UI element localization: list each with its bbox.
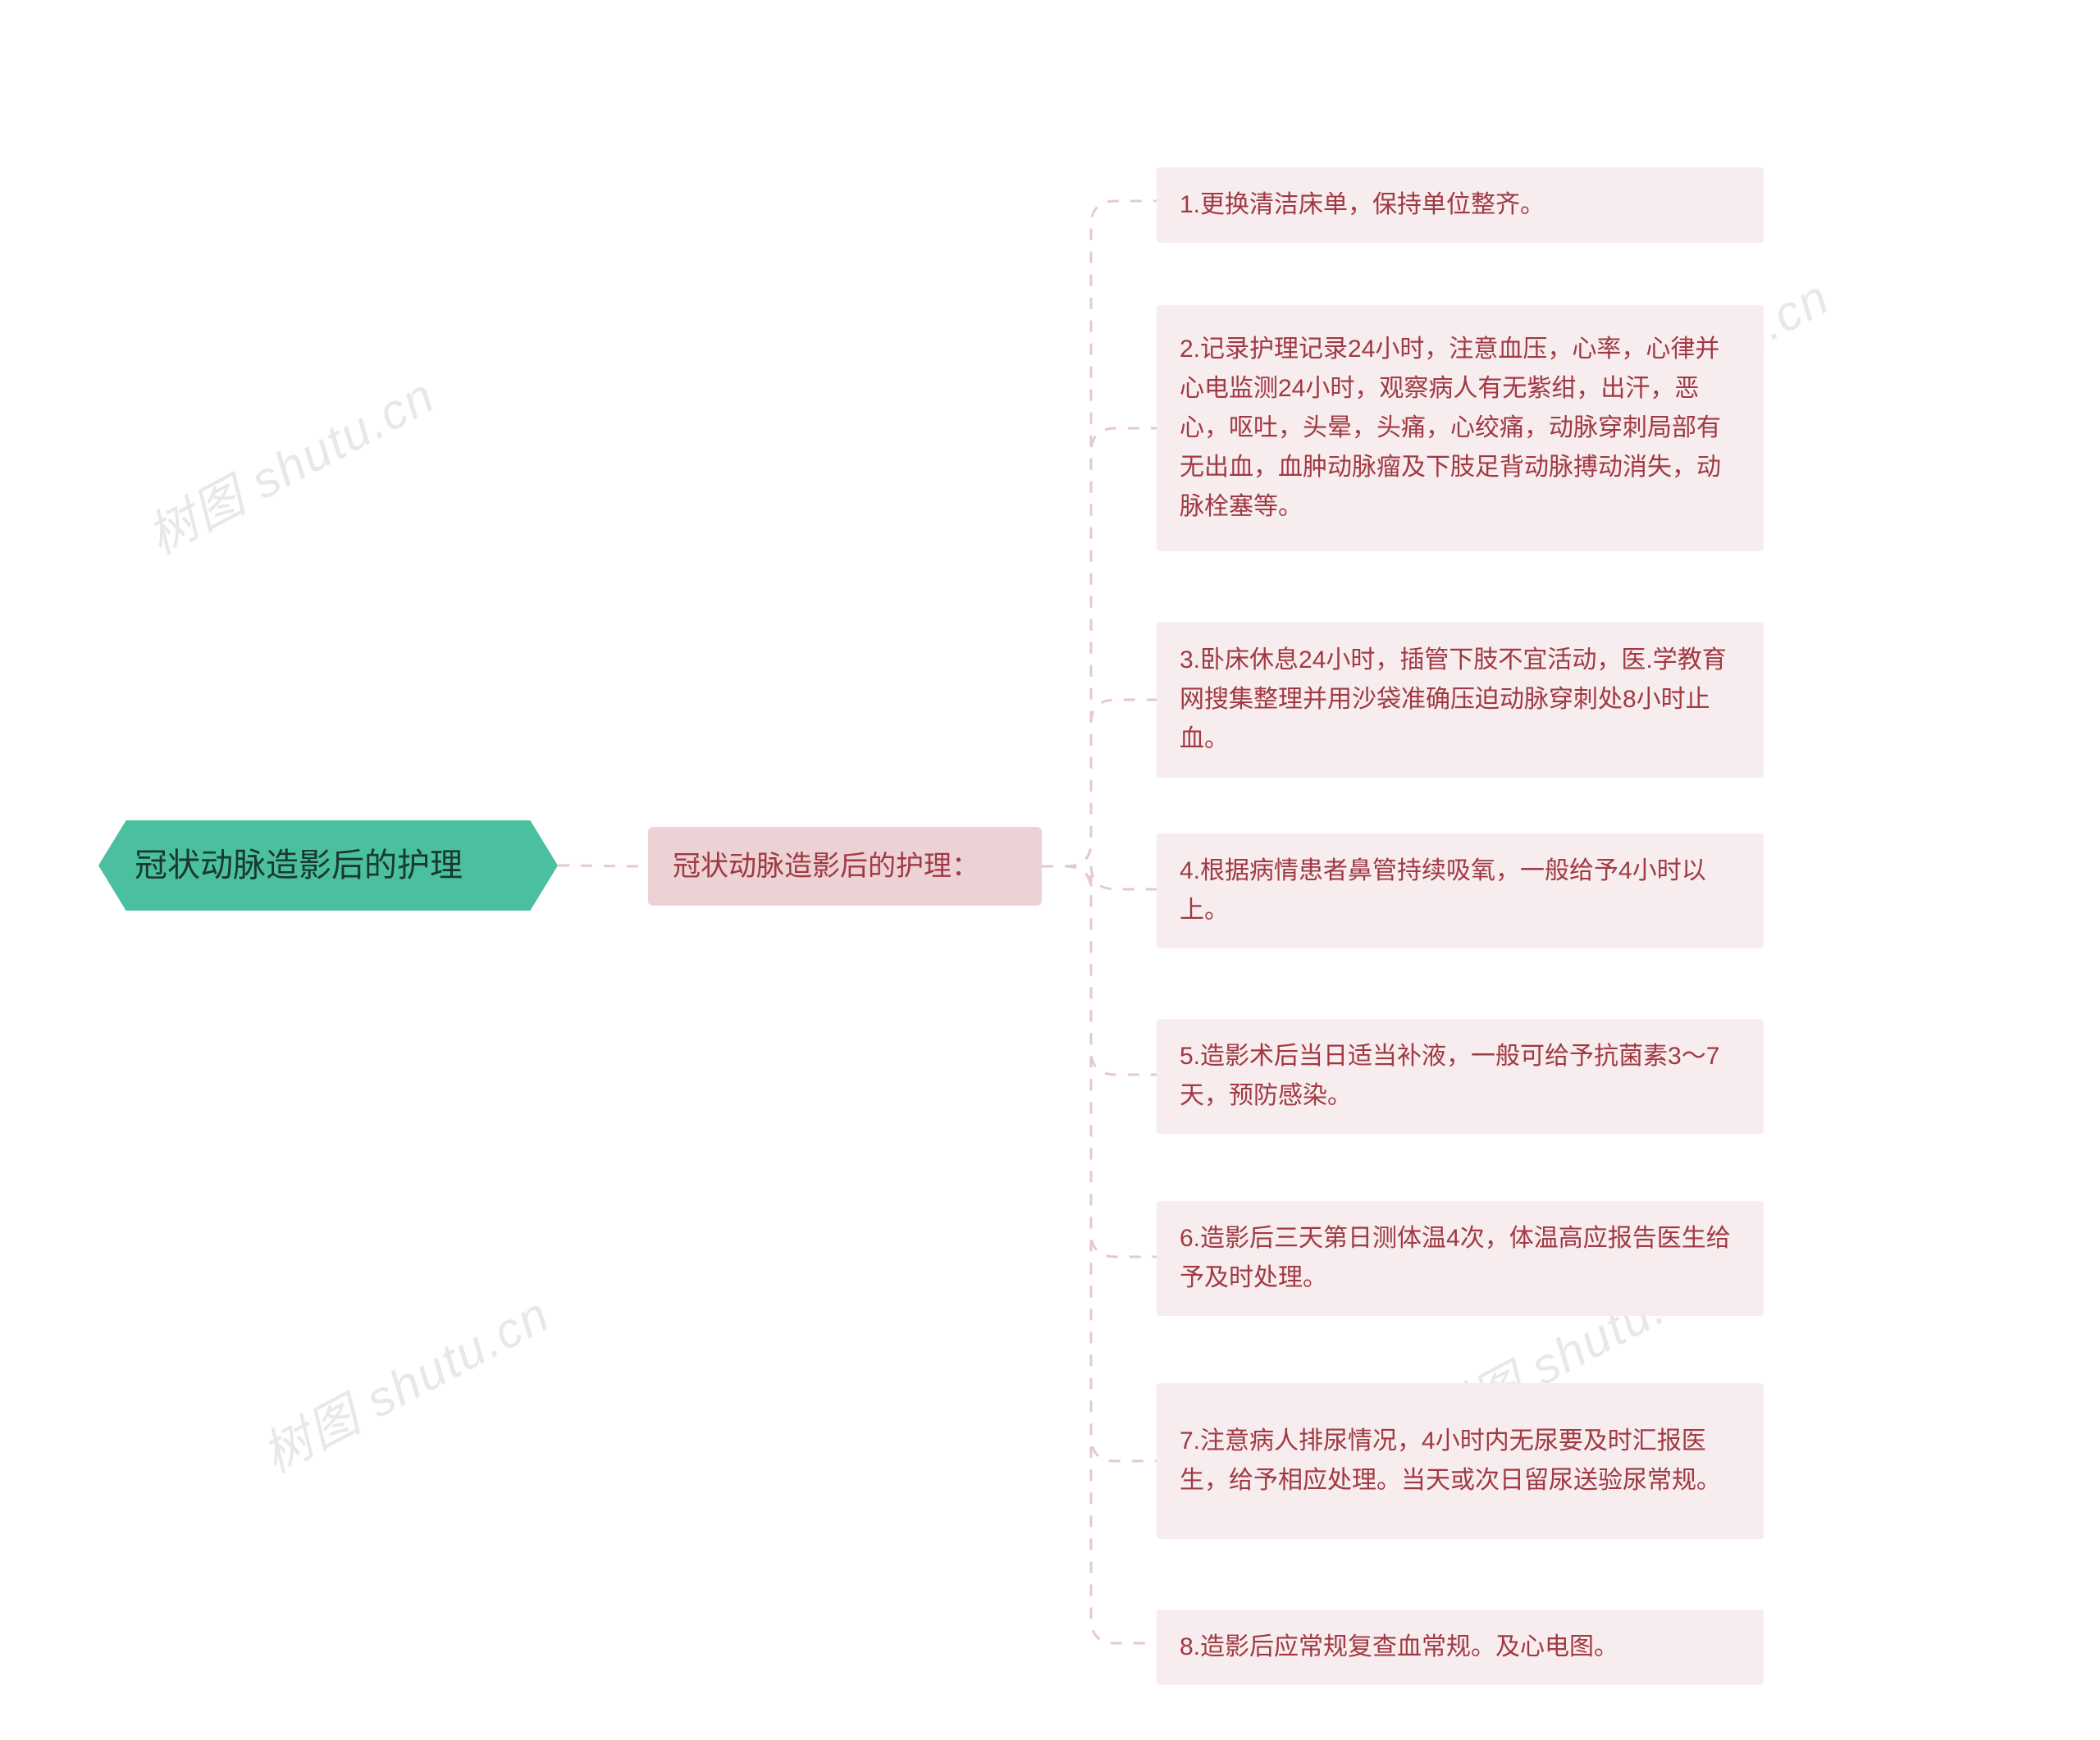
watermark-3: 树图 shutu.cn xyxy=(248,1276,560,1487)
connector-branch-leaf-2 xyxy=(1042,428,1157,866)
leaf-node-2[interactable]: 2.记录护理记录24小时，注意血压，心率，心律并心电监测24小时，观察病人有无紫… xyxy=(1157,305,1764,551)
leaf-label: 5.造影术后当日适当补液，一般可给予抗菌素3～7天，预防感染。 xyxy=(1180,1037,1741,1116)
root-node[interactable]: 冠状动脉造影后的护理 xyxy=(98,820,558,911)
connector-branch-leaf-6 xyxy=(1042,866,1157,1257)
watermark-1: 树图 shutu.cn xyxy=(133,357,445,569)
connector-root-branch xyxy=(558,865,648,866)
leaf-node-1[interactable]: 1.更换清洁床单，保持单位整齐。 xyxy=(1157,167,1764,243)
leaf-label: 2.记录护理记录24小时，注意血压，心率，心律并心电监测24小时，观察病人有无紫… xyxy=(1180,330,1741,527)
root-label: 冠状动脉造影后的护理 xyxy=(135,839,463,892)
connector-branch-leaf-8 xyxy=(1042,866,1157,1643)
connector-branch-leaf-3 xyxy=(1042,700,1157,866)
leaf-node-4[interactable]: 4.根据病情患者鼻管持续吸氧，一般给予4小时以上。 xyxy=(1157,833,1764,948)
connector-branch-leaf-5 xyxy=(1042,866,1157,1075)
leaf-label: 6.造影后三天第日测体温4次，体温高应报告医生给予及时处理。 xyxy=(1180,1219,1741,1298)
leaf-node-8[interactable]: 8.造影后应常规复查血常规。及心电图。 xyxy=(1157,1610,1764,1685)
mindmap-canvas: 树图 shutu.cn树图 shutu.cn树图 shutu.cn树图 shut… xyxy=(0,0,2100,1740)
leaf-node-6[interactable]: 6.造影后三天第日测体温4次，体温高应报告医生给予及时处理。 xyxy=(1157,1201,1764,1316)
leaf-label: 3.卧床休息24小时，插管下肢不宜活动，医.学教育网搜集整理并用沙袋准确压迫动脉… xyxy=(1180,641,1741,759)
connector-branch-leaf-1 xyxy=(1042,201,1157,866)
connector-branch-leaf-4 xyxy=(1042,865,1157,891)
branch-label: 冠状动脉造影后的护理： xyxy=(673,844,979,888)
leaf-node-7[interactable]: 7.注意病人排尿情况，4小时内无尿要及时汇报医生，给予相应处理。当天或次日留尿送… xyxy=(1157,1383,1764,1539)
leaf-node-3[interactable]: 3.卧床休息24小时，插管下肢不宜活动，医.学教育网搜集整理并用沙袋准确压迫动脉… xyxy=(1157,622,1764,778)
leaf-label: 4.根据病情患者鼻管持续吸氧，一般给予4小时以上。 xyxy=(1180,852,1741,930)
leaf-label: 7.注意病人排尿情况，4小时内无尿要及时汇报医生，给予相应处理。当天或次日留尿送… xyxy=(1180,1422,1741,1500)
branch-node[interactable]: 冠状动脉造影后的护理： xyxy=(648,827,1042,906)
connector-branch-leaf-7 xyxy=(1042,866,1157,1461)
leaf-node-5[interactable]: 5.造影术后当日适当补液，一般可给予抗菌素3～7天，预防感染。 xyxy=(1157,1019,1764,1134)
leaf-label: 8.造影后应常规复查血常规。及心电图。 xyxy=(1180,1628,1618,1667)
leaf-label: 1.更换清洁床单，保持单位整齐。 xyxy=(1180,185,1545,225)
